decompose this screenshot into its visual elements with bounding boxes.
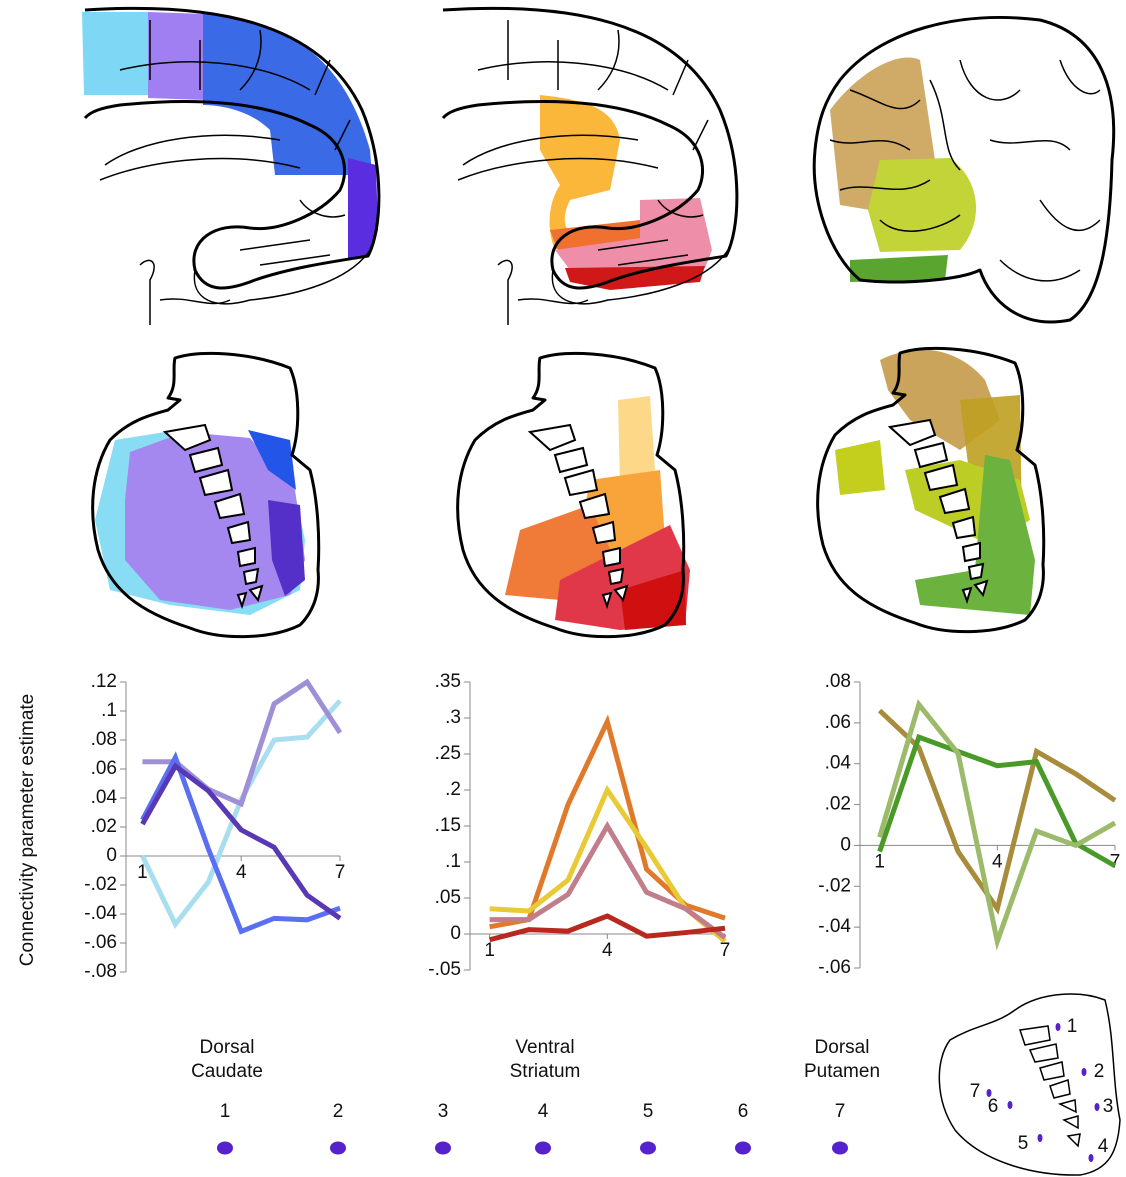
y-tick-label: .06 (91, 758, 117, 779)
y-tick-label: .3 (445, 707, 461, 728)
y-tick-label: .2 (445, 779, 461, 800)
inset-label: 1 (1067, 1016, 1078, 1037)
region-fill (868, 158, 977, 252)
series-line (488, 913, 726, 943)
y-tick-label: .08 (825, 671, 851, 692)
region-fill (125, 432, 305, 610)
x-tick-label: 7 (1110, 851, 1121, 872)
y-tick-label: .25 (435, 743, 461, 764)
y-tick-label: 0 (840, 834, 851, 855)
x-tick-label: 4 (992, 851, 1003, 872)
y-tick-label: 0 (450, 923, 461, 944)
region-fill (348, 158, 378, 258)
region-dot (832, 1141, 848, 1155)
y-tick-label: .02 (825, 794, 851, 815)
y-tick-label: -.08 (84, 961, 117, 982)
x-tick-label: 1 (484, 940, 495, 961)
region-fill (915, 455, 1035, 615)
region-dot (217, 1141, 233, 1155)
x-tick-label: 1 (137, 862, 148, 883)
y-tick-label: -.02 (818, 875, 851, 896)
y-axis-label: Connectivity parameter estimate (17, 694, 38, 966)
inset-label: 7 (970, 1081, 981, 1102)
y-tick-label: -.04 (818, 916, 851, 937)
region-dot (330, 1141, 346, 1155)
y-tick-label: .04 (825, 753, 852, 774)
region-fill (248, 430, 296, 490)
y-tick-label: .08 (91, 729, 117, 750)
series-line (877, 708, 1117, 915)
region-fill (148, 12, 205, 100)
y-tick-label: .02 (91, 816, 117, 837)
y-tick-label: .35 (435, 671, 461, 692)
series-line (877, 699, 1117, 951)
region-label: 2 (333, 1101, 344, 1122)
series-line (140, 699, 342, 929)
chart-title: Dorsal Putamen (803, 1037, 881, 1082)
region-fill (203, 14, 372, 175)
x-tick-label: 4 (602, 940, 613, 961)
x-tick-label: 7 (335, 862, 346, 883)
inset-outline (938, 993, 1121, 1176)
y-tick-label: .15 (435, 815, 461, 836)
x-tick-label: 7 (720, 940, 731, 961)
region-label: 4 (538, 1101, 549, 1122)
series-line (142, 678, 343, 808)
region-label: 7 (835, 1101, 846, 1122)
region-dot (435, 1141, 451, 1155)
y-tick-label: -.02 (84, 874, 117, 895)
inset-dot (1007, 1101, 1013, 1109)
y-tick-label: -.05 (428, 959, 461, 980)
inset-dot (1037, 1134, 1043, 1142)
region-fill (82, 12, 150, 95)
chart-title: Dorsal Caudate (191, 1037, 263, 1082)
y-tick-label: .1 (445, 851, 461, 872)
inset-label: 5 (1018, 1133, 1029, 1154)
inset-dot (1055, 1023, 1061, 1031)
series-line (140, 751, 341, 935)
region-fill (268, 500, 305, 596)
y-tick-label: -.06 (818, 957, 851, 978)
y-tick-label: .06 (825, 712, 851, 733)
region-fill (620, 570, 686, 630)
inset-label: 3 (1103, 1096, 1114, 1117)
region-fill (850, 255, 948, 282)
y-tick-label: .12 (91, 671, 117, 692)
region-dot (735, 1141, 751, 1155)
region-dot (640, 1141, 656, 1155)
region-label: 6 (738, 1101, 749, 1122)
inset-dot (1081, 1068, 1087, 1076)
series-line (489, 821, 727, 940)
inset-dot (1094, 1103, 1100, 1111)
region-fill (540, 95, 620, 250)
inset-dot (986, 1089, 992, 1097)
series-line (140, 762, 342, 921)
region-label: 1 (220, 1101, 231, 1122)
y-tick-label: -.04 (84, 903, 117, 924)
region-dot (535, 1141, 551, 1155)
y-tick-label: -.06 (84, 932, 117, 953)
chart-title: Ventral Striatum (509, 1037, 581, 1082)
inset-label: 4 (1098, 1136, 1109, 1157)
inset-dot (1088, 1154, 1094, 1162)
inset-shape (1019, 1025, 1081, 1148)
inset-label: 2 (1094, 1061, 1105, 1082)
region-fill (835, 440, 885, 495)
y-tick-label: 0 (106, 845, 117, 866)
region-label: 5 (643, 1101, 654, 1122)
region-fill (555, 198, 712, 270)
y-tick-label: .05 (435, 887, 461, 908)
x-tick-label: 4 (236, 862, 247, 883)
y-tick-label: .1 (101, 700, 117, 721)
inset-label: 6 (988, 1096, 999, 1117)
region-label: 3 (438, 1101, 449, 1122)
region-fill (618, 396, 655, 485)
region-fill (830, 57, 935, 210)
x-tick-label: 1 (874, 851, 885, 872)
y-tick-label: .04 (91, 787, 118, 808)
